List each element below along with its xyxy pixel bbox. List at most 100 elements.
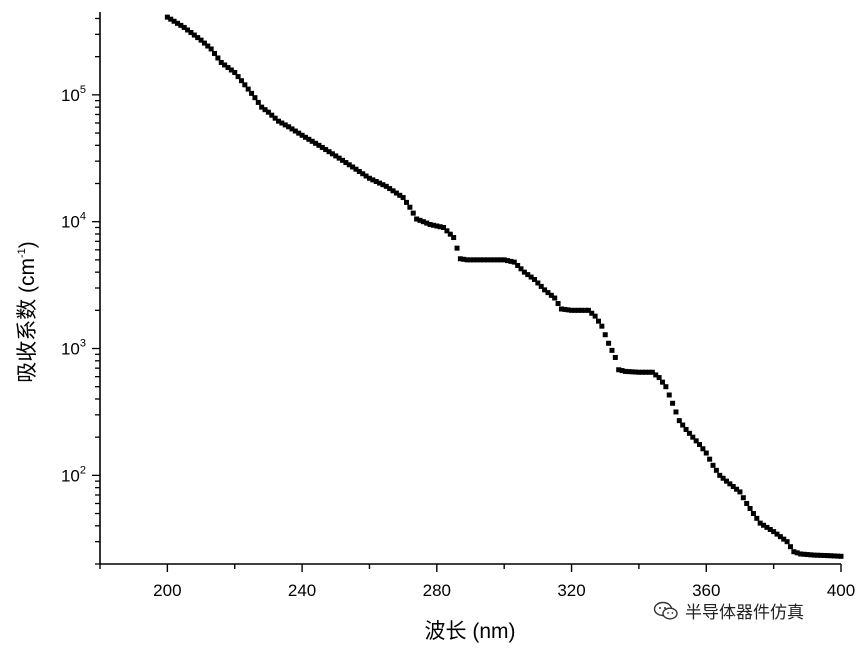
data-point [457,256,463,262]
data-point [171,18,177,24]
data-point [279,120,285,126]
data-point [511,259,517,265]
data-point [636,369,642,375]
data-point [238,78,244,84]
data-point [730,484,736,490]
data-point [232,70,238,76]
data-point [713,467,719,473]
data-point [346,162,352,168]
data-point [276,118,282,124]
data-point [218,59,224,65]
watermark-text: 半导体器件仿真 [685,603,804,622]
data-point [289,126,295,132]
data-point [441,224,447,230]
data-point [222,62,228,68]
data-point [380,182,386,188]
data-point [781,536,787,542]
data-point [212,50,218,56]
data-point [548,292,554,298]
data-point [225,64,231,70]
data-point [501,257,507,263]
data-point [407,204,413,210]
data-point [309,138,315,144]
data-point [454,245,460,251]
data-point [639,369,645,375]
data-point [629,369,635,375]
data-point [767,527,773,533]
data-point [804,552,810,558]
data-point [750,511,756,517]
data-point [383,183,389,189]
data-point [387,186,393,192]
data-point [757,520,763,526]
data-point [505,258,511,264]
wechat-icon [653,601,678,620]
data-point [508,258,514,264]
data-point [195,35,201,41]
data-point [474,257,480,263]
data-point [292,128,298,134]
data-point [825,553,831,559]
data-point [447,231,453,237]
data-point [747,506,753,512]
data-point [168,16,174,22]
data-series [164,14,844,559]
y-axis-title-close: ) [16,241,39,248]
data-point [740,495,746,501]
data-point [326,149,332,155]
y-tick-label: 102 [61,464,86,485]
data-point [360,171,366,177]
data-point [228,67,234,73]
data-point [693,438,699,444]
data-point [794,550,800,556]
data-point [498,257,504,263]
data-point [299,132,305,138]
data-point [333,153,339,159]
x-tick-label: 360 [692,581,720,600]
data-point [707,456,713,462]
data-point [262,107,268,113]
data-point [589,310,595,316]
data-point [764,524,770,530]
data-point [656,375,662,381]
data-point [552,295,558,301]
tick-labels: 200 240 280 320 360 400 102 103 104 105 [61,84,855,600]
data-point [494,257,500,263]
data-point [188,30,194,36]
watermark: 半导体器件仿真 [653,598,804,623]
data-point [565,307,571,313]
data-point [302,134,308,140]
data-point [201,40,207,46]
data-point [626,369,632,375]
data-point [575,307,581,313]
data-point [616,367,622,373]
data-point [272,115,278,121]
data-point [363,173,369,179]
data-point [373,178,379,184]
data-point [404,199,410,205]
data-point [208,46,214,52]
data-point [370,177,376,183]
data-point [720,475,726,481]
data-point [356,168,362,174]
data-point [350,164,356,170]
data-point [353,166,359,172]
data-point [420,219,426,225]
data-point [323,147,329,153]
data-point [255,99,261,105]
data-point [525,272,531,278]
data-point [606,340,612,346]
y-axis-title-sup: -1 [16,248,28,258]
data-point [585,307,591,313]
data-point [653,372,659,378]
data-point [558,306,564,312]
data-point [313,140,319,146]
data-point [545,290,551,296]
data-point [191,32,197,38]
data-point [424,220,430,226]
data-point [697,442,703,448]
data-point [319,144,325,150]
data-point [430,222,436,228]
data-point [282,122,288,128]
data-point [451,235,457,241]
